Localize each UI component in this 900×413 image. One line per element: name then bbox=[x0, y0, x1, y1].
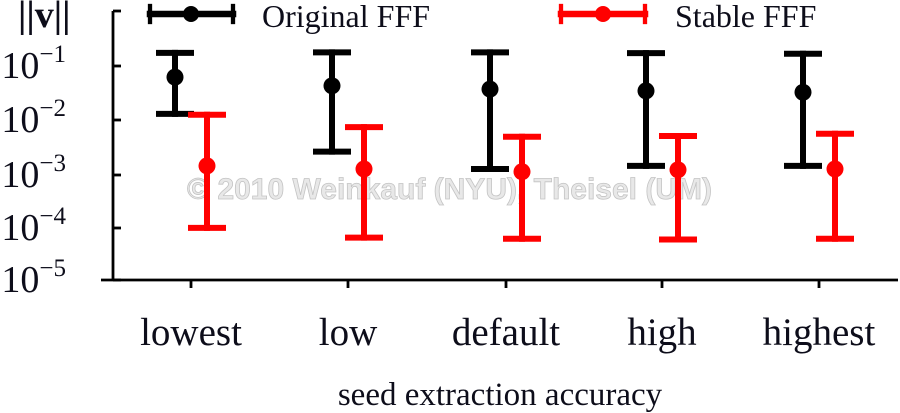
svg-text:lowest: lowest bbox=[140, 311, 242, 354]
svg-text:Stable FFF: Stable FFF bbox=[675, 0, 816, 34]
svg-text:high: high bbox=[627, 311, 696, 354]
svg-text:default: default bbox=[452, 311, 560, 354]
svg-text:Original FFF: Original FFF bbox=[262, 0, 430, 34]
svg-text:10−2: 10−2 bbox=[1, 95, 66, 141]
svg-text:© 2010 Weinkauf (NYU), Theisel: © 2010 Weinkauf (NYU), Theisel (UM) bbox=[187, 173, 712, 206]
svg-text:10−1: 10−1 bbox=[1, 41, 66, 87]
svg-text:10−4: 10−4 bbox=[1, 203, 66, 249]
svg-text:low: low bbox=[319, 311, 378, 354]
svg-text:10−3: 10−3 bbox=[1, 150, 66, 196]
svg-text:10−5: 10−5 bbox=[1, 255, 66, 301]
svg-text:highest: highest bbox=[763, 311, 876, 354]
svg-text:||v||: ||v|| bbox=[18, 0, 70, 36]
svg-text:seed extraction accuracy: seed extraction accuracy bbox=[338, 377, 663, 413]
